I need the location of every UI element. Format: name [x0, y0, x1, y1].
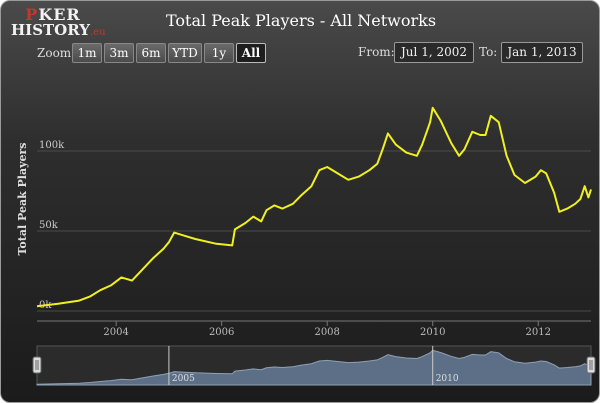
navigator-right-handle[interactable] [586, 356, 596, 374]
x-tick-label: 2010 [420, 327, 445, 338]
y-axis-title: Total Peak Players [16, 143, 29, 256]
zoom-buttons: 1m 3m 6m YTD 1y All [72, 43, 268, 63]
from-date-input[interactable]: Jul 1, 2002 [394, 42, 474, 63]
zoom-6m-button[interactable]: 6m [136, 43, 166, 63]
y-tick-label: 100k [39, 140, 65, 151]
zoom-1m-button[interactable]: 1m [72, 43, 102, 63]
site-logo[interactable]: PKER HISTORY.eu [11, 5, 106, 39]
from-label: From: [358, 45, 395, 59]
series-line [36, 106, 592, 308]
x-tick-label: 2012 [526, 327, 551, 338]
x-tick-label: 2008 [314, 327, 339, 338]
to-date-input[interactable]: Jan 1, 2013 [501, 42, 583, 63]
navigator-year-label: 2005 [172, 374, 195, 384]
navigator-area [36, 349, 592, 386]
chart-title: Total Peak Players - All Networks [165, 11, 437, 30]
zoom-all-button[interactable]: All [236, 43, 266, 63]
navigator-left-handle[interactable] [32, 356, 42, 374]
zoom-3m-button[interactable]: 3m [104, 43, 134, 63]
zoom-1y-button[interactable]: 1y [204, 43, 234, 63]
y-tick-label: 50k [39, 220, 59, 231]
zoom-label: Zoom [37, 46, 72, 60]
navigator-year-label: 2010 [436, 374, 459, 384]
x-tick-label: 2006 [209, 327, 234, 338]
zoom-ytd-button[interactable]: YTD [168, 43, 202, 63]
to-label: To: [479, 45, 498, 59]
x-tick-label: 2004 [103, 327, 128, 338]
